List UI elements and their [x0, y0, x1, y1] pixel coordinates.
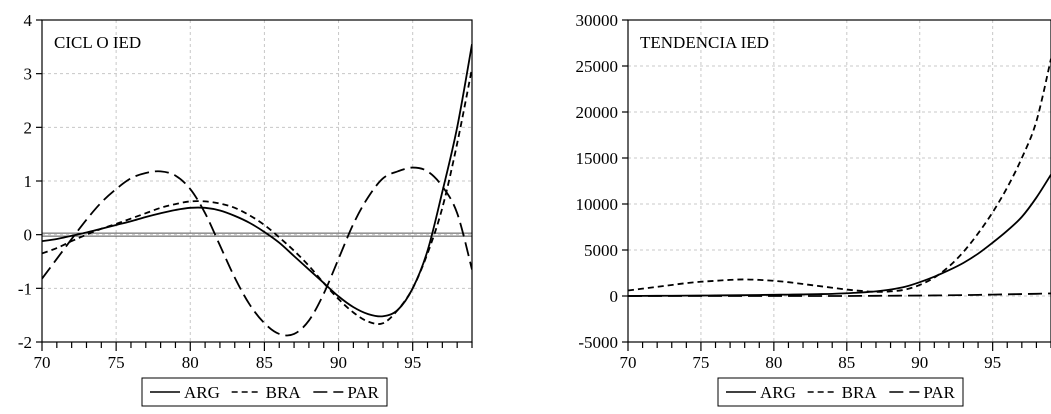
trend-y-tick-label: 25000: [576, 57, 619, 76]
trend-x-tick-label: 95: [984, 353, 1001, 372]
trend-series-bra: [628, 58, 1051, 293]
trend-legend-label-par: PAR: [923, 383, 955, 402]
trend-y-tick-label: -5000: [578, 333, 618, 352]
cycle-y-tick-label: 4: [24, 11, 33, 30]
cycle-x-tick-label: 75: [108, 353, 125, 372]
cycle-panel: -2 -1 0 1 2 3 4 70 75 80 85 90 95 CICL O IED ARG BRA…: [18, 11, 473, 407]
trend-y-tick-label: 0: [610, 287, 619, 306]
trend-x-tick-label: 80: [765, 353, 782, 372]
trend-series-par: [628, 292, 1051, 297]
cycle-y-tick-label: 2: [24, 118, 33, 137]
cycle-chart-title: CICL O IED: [54, 33, 141, 52]
cycle-grid: [41, 19, 472, 343]
trend-panel: -5000 0 5000 10000 15000 20000 25000 30000 70 75…: [576, 11, 1051, 407]
cycle-series-bra: [42, 68, 472, 325]
trend-y-tick-label: 15000: [576, 149, 619, 168]
cycle-legend-label-arg: ARG: [184, 383, 220, 402]
cycle-x-axis: 70 75 80 85 90 95: [34, 342, 473, 372]
cycle-x-tick-label: 95: [404, 353, 421, 372]
cycle-y-axis: -2 -1 0 1 2 3 4: [18, 11, 42, 352]
cycle-legend-label-bra: BRA: [266, 383, 302, 402]
cycle-y-tick-label: -2: [18, 333, 32, 352]
cycle-y-tick-label: 1: [24, 172, 33, 191]
trend-legend: ARG BRA PAR: [717, 377, 964, 407]
trend-series-arg: [628, 174, 1051, 297]
cycle-x-tick-label: 70: [34, 353, 51, 372]
trend-y-tick-label: 30000: [576, 11, 619, 30]
cycle-x-tick-label: 90: [330, 353, 347, 372]
trend-y-tick-label: 20000: [576, 103, 619, 122]
trend-y-tick-label: 10000: [576, 195, 619, 214]
trend-x-tick-label: 70: [620, 353, 637, 372]
trend-legend-box: [717, 377, 964, 407]
cycle-legend-label-par: PAR: [347, 383, 379, 402]
cycle-y-tick-label: 0: [24, 226, 33, 245]
trend-x-tick-label: 75: [692, 353, 709, 372]
cycle-y-tick-label: -1: [18, 279, 32, 298]
cycle-x-tick-label: 80: [182, 353, 199, 372]
cycle-legend-box: [141, 377, 388, 407]
cycle-x-tick-label: 85: [256, 353, 273, 372]
trend-y-axis: -5000 0 5000 10000 15000 20000 25000 30000: [576, 11, 628, 352]
trend-x-tick-label: 85: [838, 353, 855, 372]
cycle-y-tick-label: 3: [24, 65, 33, 84]
trend-chart-title: TENDENCIA IED: [640, 33, 769, 52]
cycle-series-par: [42, 166, 472, 337]
trend-x-axis: 70 75 80 85 90 95: [620, 342, 1051, 372]
trend-legend-label-arg: ARG: [760, 383, 796, 402]
trend-y-tick-label: 5000: [584, 241, 618, 260]
trend-plot-frame: [627, 19, 1051, 343]
cycle-series-arg: [42, 43, 472, 318]
cycle-legend: ARG BRA PAR: [141, 377, 388, 407]
cycle-zero-line: [42, 232, 472, 237]
trend-x-tick-label: 90: [911, 353, 928, 372]
cycle-plot-frame: [41, 19, 473, 343]
trend-series: [628, 58, 1051, 297]
trend-legend-label-bra: BRA: [842, 383, 878, 402]
cycle-series: [42, 43, 472, 337]
